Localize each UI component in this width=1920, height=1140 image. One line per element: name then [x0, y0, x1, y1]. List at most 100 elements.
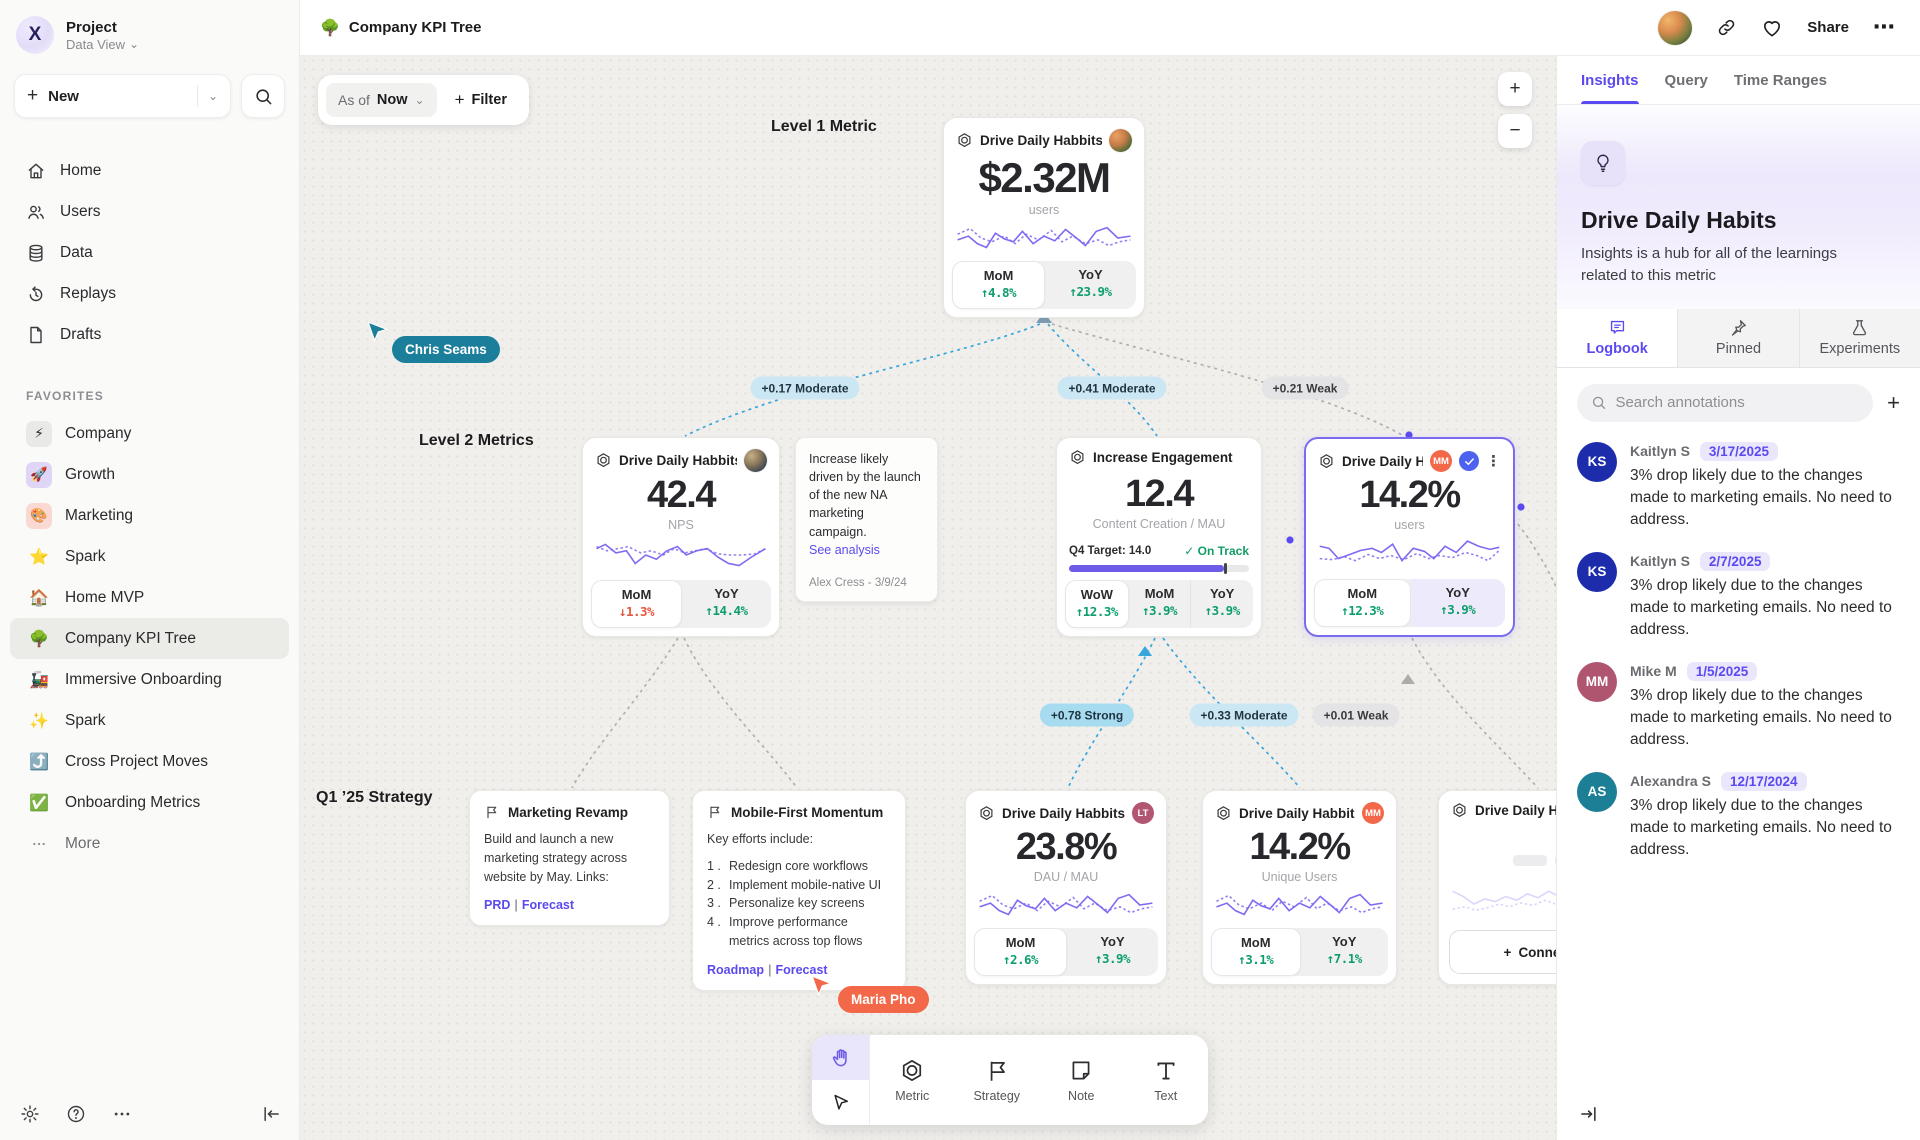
search-annotations-box[interactable] — [1577, 383, 1874, 422]
annotation-item[interactable]: MM Mike M 1/5/2025 3% drop likely due to… — [1577, 661, 1900, 751]
hand-tool-button[interactable] — [812, 1035, 869, 1080]
metric-card-drive-daily-habbits-unique-users[interactable]: Drive Daily Habbits MM 14.2% Unique User… — [1202, 790, 1397, 985]
search-button[interactable] — [241, 74, 285, 118]
favorite-item-company-kpi-tree[interactable]: 🌳 Company KPI Tree — [10, 618, 289, 659]
link-icon — [1719, 19, 1735, 36]
favorite-item-immersive-onboarding[interactable]: 🚂 Immersive Onboarding — [10, 659, 289, 700]
favorite-button[interactable] — [1761, 17, 1783, 39]
share-button[interactable]: Share — [1807, 19, 1849, 36]
see-analysis-link[interactable]: See analysis — [809, 542, 880, 557]
stat-yoy[interactable]: YoY ↑3.9% — [1410, 579, 1505, 627]
stat-mom[interactable]: MoM ↑12.3% — [1314, 579, 1411, 627]
connect-button[interactable]: + Connect — [1449, 930, 1556, 974]
stat-wow[interactable]: WoW ↑12.3% — [1065, 580, 1129, 628]
strategy-card-marketing-revamp[interactable]: Marketing Revamp Build and launch a new … — [469, 790, 670, 927]
sidebar-item-replays[interactable]: Replays — [0, 273, 299, 314]
annotation-item[interactable]: AS Alexandra S 12/17/2024 3% drop likely… — [1577, 771, 1900, 861]
metric-tool-button[interactable]: Metric — [870, 1035, 955, 1125]
forecast-link[interactable]: Forecast — [775, 962, 828, 977]
forecast-link[interactable]: Forecast — [521, 898, 575, 913]
strategy-tool-button[interactable]: Strategy — [955, 1035, 1040, 1125]
project-switcher[interactable]: X Project Data View ⌄ — [0, 0, 299, 64]
settings-button[interactable] — [20, 1104, 40, 1124]
flag-icon — [990, 1061, 1005, 1081]
select-tool-button[interactable] — [812, 1080, 869, 1125]
stat-yoy[interactable]: YoY ↑23.9% — [1045, 261, 1136, 309]
subtab-pinned[interactable]: Pinned — [1677, 308, 1799, 367]
stat-mom[interactable]: MoM ↑3.1% — [1211, 928, 1301, 976]
stat-mom[interactable]: MoM ↑2.6% — [974, 928, 1067, 976]
subtab-logbook[interactable]: Logbook — [1557, 308, 1678, 367]
add-annotation-button[interactable]: + — [1887, 389, 1900, 415]
avatar[interactable] — [1658, 10, 1693, 45]
annotation-date-badge: 12/17/2024 — [1720, 771, 1807, 791]
metric-card-drive-daily-habbits-dau-mau[interactable]: Drive Daily Habbits LT 23.8% DAU / MAU M… — [965, 790, 1167, 985]
sidebar-item-drafts[interactable]: Drafts — [0, 314, 299, 355]
metric-card-increase-engagement[interactable]: Increase Engagement 12.4 Content Creatio… — [1056, 437, 1262, 637]
copy-link-button[interactable] — [1716, 17, 1737, 38]
annotation-item[interactable]: KS Kaitlyn S 3/17/2025 3% drop likely du… — [1577, 441, 1900, 531]
text-tool-button[interactable]: Text — [1124, 1035, 1209, 1125]
stat-yoy[interactable]: YoY ↑3.9% — [1067, 928, 1158, 976]
chevron-down-icon[interactable]: ⌄ — [207, 89, 218, 103]
favorite-item-spark-2[interactable]: ✨ Spark — [10, 700, 289, 741]
tab-insights[interactable]: Insights — [1581, 56, 1639, 104]
subtab-experiments[interactable]: Experiments — [1798, 308, 1920, 367]
card-menu-button[interactable]: ⋮ — [1486, 453, 1501, 470]
metric-unit: users — [1394, 518, 1425, 532]
metric-card-drive-daily-habbits-nps[interactable]: Drive Daily Habbits 42.4 NPS MoM — [582, 437, 780, 637]
collapse-panel-button[interactable] — [1579, 1104, 1599, 1124]
favorite-item-growth[interactable]: 🚀 Growth — [10, 454, 289, 495]
roadmap-link[interactable]: Roadmap — [707, 962, 764, 977]
favorite-item-marketing[interactable]: 🎨 Marketing — [10, 495, 289, 536]
help-button[interactable] — [66, 1104, 86, 1124]
favorite-item-home-mvp[interactable]: 🏠 Home MVP — [10, 577, 289, 618]
note-tool-button[interactable]: Note — [1039, 1035, 1124, 1125]
strategy-card-mobile-first-momentum[interactable]: Mobile-First Momentum Key efforts includ… — [692, 790, 906, 991]
stat-yoy[interactable]: YoY ↑7.1% — [1301, 928, 1389, 976]
zoom-in-button[interactable]: + — [1498, 72, 1532, 106]
filter-button[interactable]: + Filter — [441, 83, 521, 117]
annotation-note-card[interactable]: Increase likely driven by the launch of … — [795, 437, 938, 602]
sidebar-item-home[interactable]: Home — [0, 150, 299, 191]
tool-label: Note — [1068, 1088, 1095, 1103]
stat-yoy[interactable]: YoY ↑3.9% — [1190, 580, 1253, 628]
cursor-icon — [367, 321, 389, 342]
project-view-selector[interactable]: Data View ⌄ — [66, 37, 139, 52]
flag-icon — [710, 806, 720, 818]
metric-card-drive-daily-habbits-selected[interactable]: Drive Daily Habb.. MM ⋮ 14.2% users — [1304, 437, 1515, 637]
new-button[interactable]: + New ⌄ — [14, 74, 231, 118]
metric-unit: Unique Users — [1261, 870, 1338, 884]
metric-card-drive-daily-habbits-l1[interactable]: Drive Daily Habbits $2.32M users MoM — [943, 117, 1145, 318]
stat-mom[interactable]: MoM ↑4.8% — [952, 261, 1045, 309]
zoom-out-button[interactable]: − — [1498, 114, 1532, 148]
kpi-tree-canvas[interactable]: As of Now ⌄ + Filter + − Level 1 Metric — [300, 56, 1556, 1140]
favorite-item-cross-project-moves[interactable]: ⤴️ Cross Project Moves — [10, 741, 289, 782]
tab-time-ranges[interactable]: Time Ranges — [1733, 71, 1827, 89]
search-annotations-input[interactable] — [1615, 394, 1860, 411]
stat-label: MoM — [1240, 935, 1271, 950]
sidebar-more-button[interactable] — [112, 1104, 132, 1124]
annotation-author: Kaitlyn S — [1630, 443, 1690, 459]
stat-label: YoY — [714, 586, 739, 601]
annotation-list: KS Kaitlyn S 3/17/2025 3% drop likely du… — [1557, 432, 1920, 861]
avatar: KS — [1577, 441, 1617, 482]
stat-mom[interactable]: MoM ↓1.3% — [591, 580, 682, 628]
favorites-more[interactable]: More — [10, 823, 289, 864]
more-options-button[interactable]: ⋯ — [1873, 14, 1896, 40]
favorite-item-onboarding-metrics[interactable]: ✅ Onboarding Metrics — [10, 782, 289, 823]
annotation-item[interactable]: KS Kaitlyn S 2/7/2025 3% drop likely due… — [1577, 551, 1900, 641]
sidebar-item-users[interactable]: Users — [0, 191, 299, 232]
sidebar-item-data[interactable]: Data — [0, 232, 299, 273]
stat-yoy[interactable]: YoY ↑14.4% — [682, 580, 771, 628]
favorite-item-spark[interactable]: ⭐ Spark — [10, 536, 289, 577]
tab-query[interactable]: Query — [1664, 71, 1708, 89]
prd-link[interactable]: PRD — [484, 898, 511, 913]
stat-mom[interactable]: MoM ↑3.9% — [1129, 580, 1191, 628]
metric-card-unconnected[interactable]: Drive Daily Habb.. + Connect — [1438, 790, 1556, 985]
collapse-sidebar-button[interactable] — [261, 1104, 281, 1124]
metric-unit: DAU / MAU — [1033, 870, 1099, 884]
favorite-item-company[interactable]: ⚡ Company — [10, 413, 289, 454]
as-of-selector[interactable]: As of Now ⌄ — [326, 83, 437, 117]
